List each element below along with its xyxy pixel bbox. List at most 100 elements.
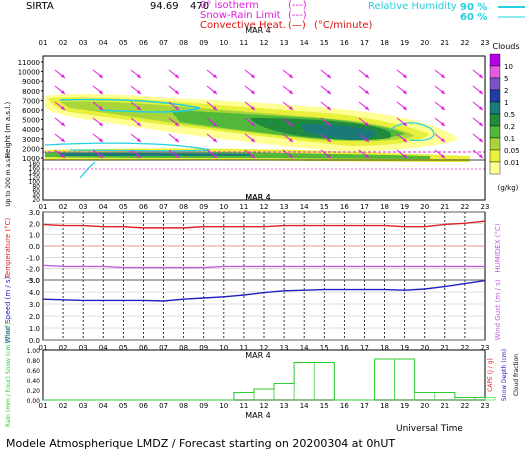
y-tick-label: 3.0 [29,209,40,217]
wind-arrowhead [175,154,179,158]
wind-arrowhead [479,106,483,110]
coords-suffix: 470 [190,1,209,12]
wind-arrowhead [327,138,331,142]
hour-label: 22 [460,402,469,410]
wind-arrowhead [251,90,255,94]
legend-sample: (---) [288,10,307,21]
hour-label: 06 [139,402,148,410]
hour-label: 14 [300,402,309,410]
hour-label: 17 [360,39,369,47]
y-tick-label: 3.0 [29,301,40,309]
legend-sample: (—) [288,20,306,31]
series-line-wind-speed [42,279,486,302]
precip-bar [253,388,275,401]
date-label: MAR 4 [245,411,271,420]
clouds-unit: (g/kg) [498,184,519,192]
series-line-humidex [42,264,485,269]
colorbar-label: 0.05 [504,147,520,155]
hour-label: 08 [179,39,188,47]
hour-label: 06 [139,344,148,352]
wind-arrowhead [365,138,369,142]
wind-arrowhead [213,122,217,126]
colorbar-swatch [489,89,501,103]
hour-label: 07 [159,39,168,47]
y-tick-label: 140 [29,170,41,177]
colorbar-swatch [489,137,501,151]
date-label: MAR 4 [245,351,271,360]
wind-arrowhead [175,122,179,126]
y-tick-label: 4.0 [29,289,40,297]
wind-arrowhead [99,122,103,126]
y-tick-label: 2000 [22,145,40,153]
hour-label: 03 [79,344,88,352]
wind-arrowhead [479,90,483,94]
wind-arrowhead [441,74,445,78]
wind-arrowhead [441,138,445,142]
hour-label: 10 [219,203,228,211]
hour-label: 07 [159,402,168,410]
hour-label: 05 [119,39,128,47]
y-tick-label: 100 [29,179,41,186]
wind-arrowhead [137,122,141,126]
colorbar-swatch [489,161,501,175]
hour-label: 04 [99,39,108,47]
wind-arrowhead [213,74,217,78]
y-tick-label: 0.80 [27,358,41,365]
hour-label: 14 [300,39,309,47]
precip-bar [474,397,496,401]
y-tick-label: 4000 [22,126,40,134]
site-label: SIRTA [26,1,54,12]
hour-label: 11 [239,203,248,211]
hour-label: 22 [460,344,469,352]
hour-label: 23 [481,203,490,211]
colorbar-swatch [489,65,501,79]
legend-label: 0° isotherm [200,0,259,11]
y-tick-label: 0.0 [29,243,40,251]
hour-label: 07 [159,344,168,352]
wind-arrowhead [289,122,293,126]
y-tick-label: 6000 [22,107,40,115]
hour-label: 13 [280,344,289,352]
hour-label: 09 [199,203,208,211]
y-tick-label: 20 [32,197,40,204]
wind-arrowhead [61,90,65,94]
colorbar-swatch [489,77,501,91]
hour-label: 19 [400,39,409,47]
wind-arrowhead [175,74,179,78]
hour-label: 18 [380,203,389,211]
precip-bar [273,383,295,401]
y-tick-label: 2.0 [29,220,40,228]
y-tick-label: 60 [32,188,40,195]
hour-label: 02 [59,344,68,352]
date-label: MAR 4 [245,26,271,35]
cloud-layer-1 [300,124,376,140]
hour-label: 14 [300,203,309,211]
hour-label: 01 [39,402,48,410]
wind-arrowhead [137,90,141,94]
legend-sample: (---) [288,0,307,11]
wind-arrowhead [441,154,445,158]
hour-label: 21 [440,344,449,352]
hour-label: 11 [239,344,248,352]
legend-label: Convective Heat. [200,20,286,31]
hour-label: 01 [39,203,48,211]
hour-label: 10 [219,344,228,352]
legend-unit: (°C/minute) [314,20,373,31]
wind-arrowhead [403,138,407,142]
height-axis-label: Height (m a.s.l.) [4,102,12,159]
hour-label: 12 [260,39,269,47]
wind-arrowhead [365,74,369,78]
wind-arrowhead [61,122,65,126]
wind-arrowhead [175,106,179,110]
hour-label: 15 [320,203,329,211]
colorbar-label: 0.2 [504,123,515,131]
wind-arrowhead [365,122,369,126]
hour-label: 08 [179,203,188,211]
y-tick-label: 10000 [18,69,40,77]
humidity-label: Relative Humidity [368,1,457,12]
hour-label: 11 [239,402,248,410]
hour-label: 13 [280,39,289,47]
hour-label: 06 [139,203,148,211]
wind-arrowhead [99,154,103,158]
wind-arrowhead [137,138,141,142]
